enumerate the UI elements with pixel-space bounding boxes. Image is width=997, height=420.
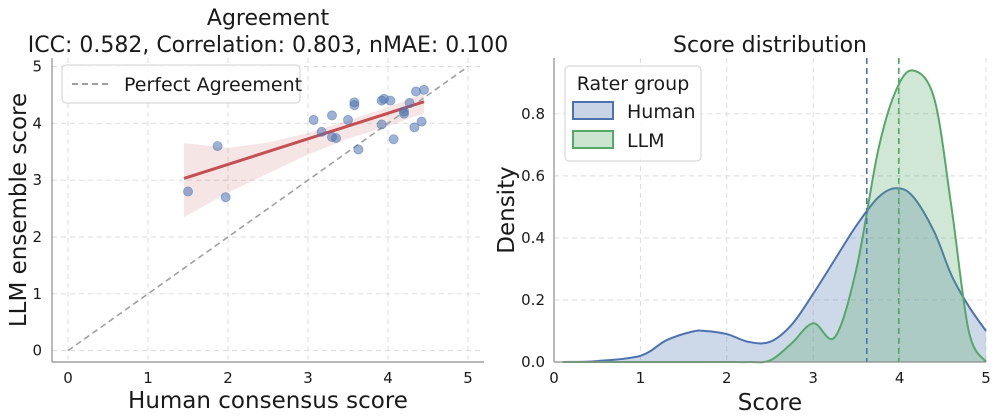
scatter-point: [418, 84, 429, 95]
distribution-y-tick-label: 0.4: [521, 229, 545, 247]
agreement-x-label: Human consensus score: [128, 388, 408, 414]
distribution-y-ticks: 0.0 0.2 0.4 0.6 0.8: [521, 105, 545, 371]
distribution-x-tick-label: 2: [722, 369, 732, 387]
scatter-point: [410, 86, 421, 97]
agreement-x-tick-label: 5: [463, 369, 473, 387]
distribution-x-ticks: 0 1 2 3 4 5: [549, 369, 991, 387]
agreement-x-tick-label: 1: [143, 369, 153, 387]
agreement-y-tick-label: 3: [32, 171, 42, 189]
scatter-point: [316, 126, 327, 137]
distribution-title: Score distribution: [673, 33, 867, 58]
agreement-y-label: LLM ensemble score: [6, 93, 32, 327]
legend-perfect-agreement-label: Perfect Agreement: [124, 74, 302, 96]
distribution-y-tick-label: 0.0: [521, 353, 545, 371]
scatter-point: [308, 114, 319, 125]
agreement-x-ticks: 0 1 2 3 4 5: [63, 369, 473, 387]
distribution-legend-box: [564, 65, 702, 162]
perfect-agreement-line: [67, 65, 469, 352]
legend-title: Rater group: [577, 73, 690, 95]
scatter-point: [212, 141, 223, 152]
agreement-title-line2: ICC: 0.582, Correlation: 0.803, nMAE: 0.…: [28, 33, 509, 58]
distribution-legend: Rater group Human LLM: [564, 65, 702, 162]
scatter-points: [182, 84, 429, 203]
scatter-point: [398, 106, 409, 117]
scatter-point: [330, 133, 341, 144]
perfect-agreement-line-group: [67, 65, 469, 352]
scatter-point: [220, 192, 231, 203]
confidence-band-group: [184, 93, 424, 218]
scatter-point: [349, 97, 360, 108]
distribution-x-tick-label: 3: [808, 369, 818, 387]
distribution-x-tick-label: 5: [981, 369, 991, 387]
agreement-y-tick-label: 2: [32, 228, 42, 246]
scatter-point: [388, 134, 399, 145]
agreement-legend: Perfect Agreement: [61, 64, 302, 104]
agreement-legend-box: [61, 64, 301, 104]
scatter-point: [342, 114, 353, 125]
mean-lines: [865, 58, 900, 362]
scatter-point: [353, 144, 364, 155]
distribution-x-label: Score: [738, 390, 802, 416]
distribution-y-label: Density: [494, 166, 520, 253]
agreement-x-tick-label: 4: [383, 369, 393, 387]
agreement-title-line1: Agreement: [207, 6, 330, 31]
scatter-point: [409, 122, 420, 133]
agreement-grid: [52, 58, 484, 362]
scatter-point: [404, 97, 415, 108]
legend-human-label: Human: [627, 101, 696, 123]
distribution-x-tick-label: 1: [636, 369, 646, 387]
distribution-y-tick-label: 0.6: [521, 167, 545, 185]
density-line-human: [562, 187, 987, 363]
legend-human-swatch: [572, 101, 614, 120]
agreement-x-tick-label: 0: [63, 369, 73, 387]
agreement-y-tick-label: 5: [32, 58, 42, 76]
regression-line: [183, 100, 425, 180]
confidence-band: [184, 93, 424, 218]
scatter-point: [376, 119, 387, 130]
agreement-y-ticks: 0 1 2 3 4 5: [32, 58, 42, 360]
distribution-y-tick-label: 0.2: [521, 291, 545, 309]
distribution-x-tick-label: 0: [549, 369, 559, 387]
agreement-y-tick-label: 1: [32, 285, 42, 303]
regression-line-group: [183, 100, 425, 180]
scatter-point: [326, 110, 337, 121]
legend-llm-label: LLM: [627, 130, 665, 152]
agreement-y-tick-label: 4: [32, 114, 42, 132]
scatter-point: [182, 186, 193, 197]
scatter-point: [416, 116, 427, 127]
agreement-x-tick-label: 2: [223, 369, 233, 387]
agreement-panel: Agreement ICC: 0.582, Correlation: 0.803…: [6, 6, 508, 414]
agreement-y-tick-label: 0: [32, 342, 42, 360]
density-area-human: [562, 188, 986, 362]
distribution-x-tick-label: 4: [895, 369, 905, 387]
agreement-x-tick-label: 3: [303, 369, 313, 387]
legend-llm-swatch: [572, 130, 614, 149]
distribution-y-tick-label: 0.8: [521, 105, 545, 123]
scatter-point: [385, 95, 396, 106]
